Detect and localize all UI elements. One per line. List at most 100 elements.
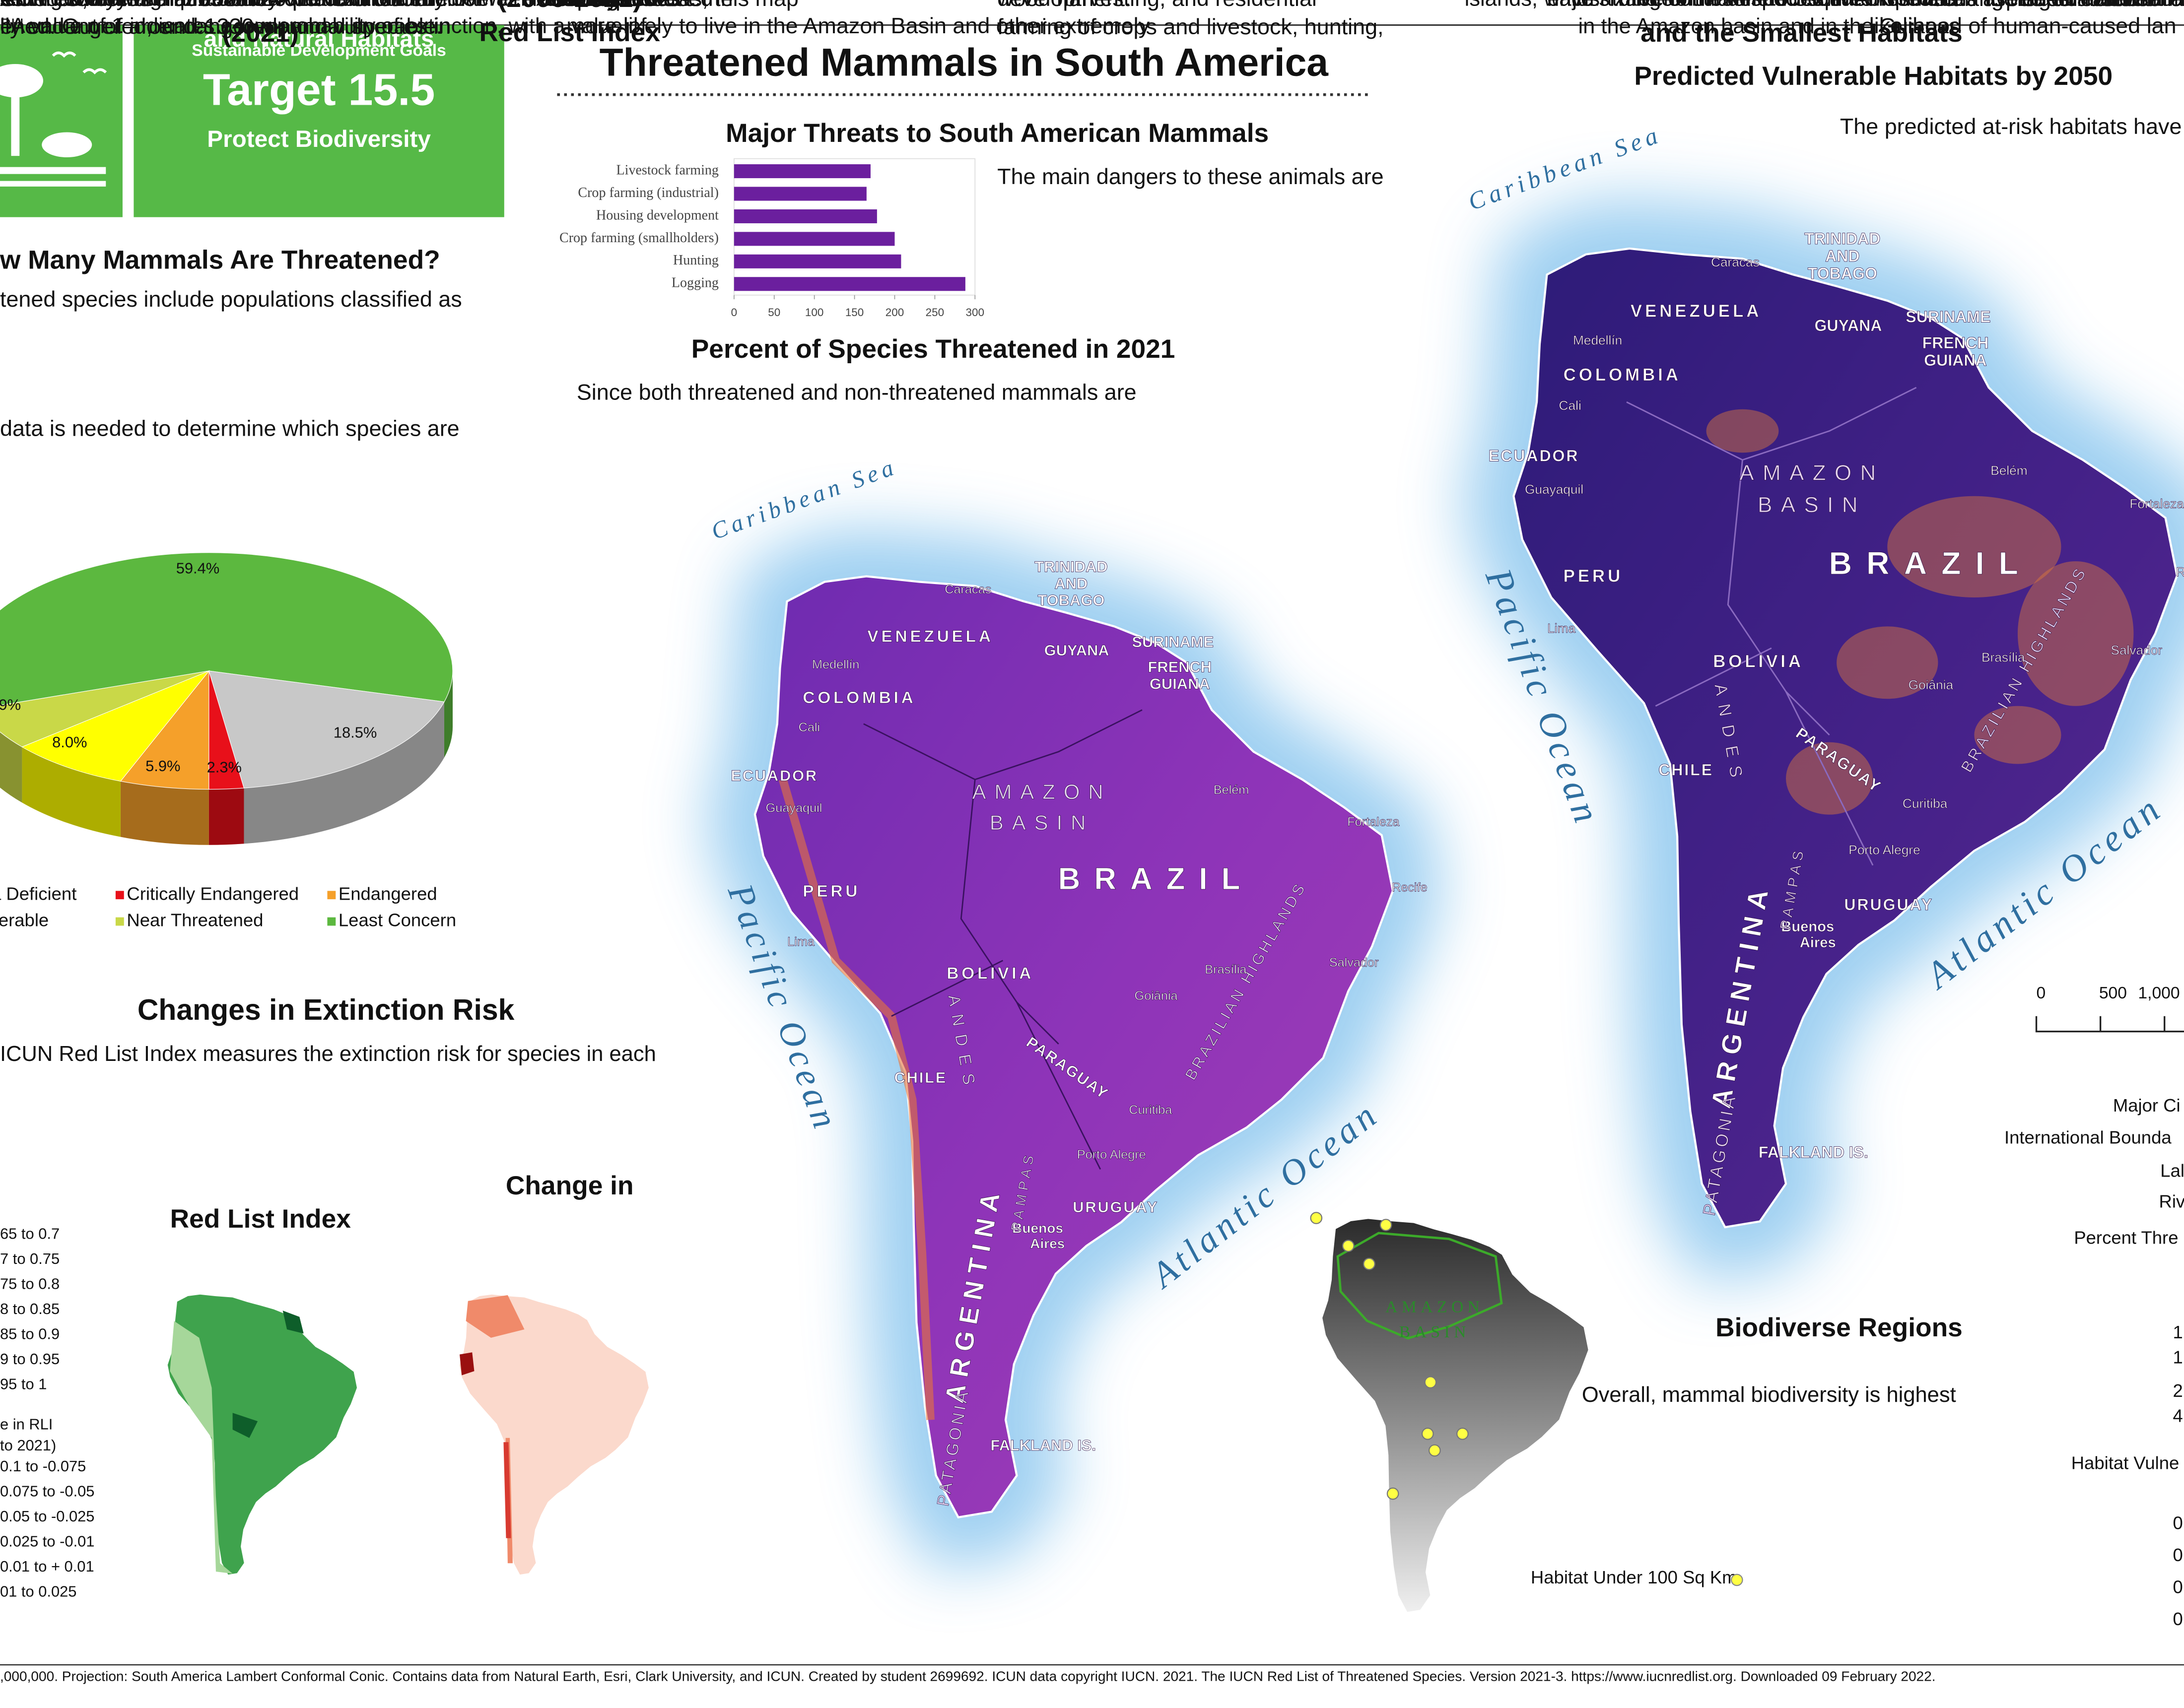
- changes-text: icating a very high probability of extin…: [0, 0, 655, 10]
- map-label: Belém: [1990, 463, 2027, 478]
- rli-legend-item: 0.05 to -0.025: [0, 1508, 94, 1525]
- legend-label: Near Threatened: [127, 910, 263, 930]
- legend-label: Vulnerable: [0, 910, 49, 930]
- legend-dot: [1730, 1574, 1743, 1586]
- map-label: GUIANA: [1150, 675, 1210, 692]
- borders: [1626, 387, 1917, 866]
- map-label: Fortaleza: [2129, 496, 2184, 511]
- small-habitat: [1379, 1219, 1392, 1231]
- x-tick-label: 50: [768, 306, 780, 319]
- map-label: Porto Alegre: [1848, 842, 1920, 857]
- map-label: Recife: [1392, 880, 1428, 894]
- amazon-label: BASIN: [1399, 1323, 1470, 1341]
- x-tick-label: 100: [805, 306, 823, 319]
- small-habitat: [1456, 1428, 1469, 1440]
- map-label: Caracas: [1711, 255, 1760, 269]
- percent-map-title: Percent of Species Threatened in 2021: [691, 334, 1175, 364]
- map-label: AMAZON: [972, 780, 1111, 803]
- how-many-text: tened species include populations classi…: [0, 286, 462, 312]
- map-label: VENEZUELA: [1631, 302, 1762, 321]
- map-label: Guayaquil: [766, 801, 822, 815]
- amazon-outline: [1336, 1232, 1503, 1340]
- rli-legend-item: 65 to 0.7: [0, 1225, 60, 1242]
- continent: [457, 1292, 651, 1577]
- y-tick-label: Logging: [672, 275, 719, 291]
- percent-map-text: ratio of threatened: [532, 0, 713, 11]
- pie-side: [120, 781, 209, 845]
- percent-map-text: to non-threat-: [556, 0, 689, 11]
- scale-label: 500: [2099, 984, 2127, 1002]
- legend-label: Data Deficient: [0, 883, 76, 904]
- map-label: URUGUAY: [1073, 1198, 1159, 1216]
- how-many-text: America, between 215 and 461 are threate…: [0, 0, 466, 11]
- pie-side-shade: [22, 747, 121, 837]
- map-label: BRAZIL: [1058, 862, 1254, 896]
- scale-label: 1,000: [2138, 984, 2180, 1002]
- changes-heading: Changes in Extinction Risk: [137, 994, 515, 1026]
- rli-legend-item: 01 to 0.025: [0, 1582, 76, 1600]
- biodiverse-text: just to its north. Nine threatened speci…: [1571, 0, 1957, 10]
- andes-band: [778, 778, 935, 1420]
- percent-map-text: ened species: [548, 0, 680, 11]
- biodiverse-text: each. Three of these species live on sma…: [1547, 0, 1949, 10]
- map-label: FALKLAND IS.: [1759, 1143, 1868, 1161]
- bar: [734, 164, 871, 179]
- map-label: Fortaleza: [1347, 815, 1400, 829]
- map-label: Goiânia: [1135, 989, 1178, 1003]
- pie-side: [244, 702, 444, 844]
- change-map-title: Change in: [506, 1171, 634, 1200]
- pie-slice: [21, 670, 210, 782]
- x-tick-label: 0: [731, 306, 737, 319]
- map-label: FRENCH: [1148, 658, 1212, 676]
- how-many-text: es worldwide are threatened with extinct…: [0, 0, 432, 11]
- map-label: SURINAME: [1906, 308, 1990, 326]
- threats-text: The main dangers to these animals are: [997, 164, 1383, 189]
- vulnerable-map-text: vation: [2092, 0, 2152, 11]
- map-label: ECUADOR: [1489, 447, 1579, 464]
- map-label: Curitiba: [1903, 796, 1948, 811]
- map-label: CHILE: [894, 1069, 948, 1086]
- chart-title: Major Threats to South American Mammals: [726, 119, 1269, 148]
- map-label: Goiânia: [1909, 677, 1954, 692]
- changes-text: sed in every mainland South American cou…: [0, 0, 688, 10]
- rli-map-title: (2021): [222, 18, 299, 48]
- how-many-text: ened. Out of around 1330 mammal species …: [0, 13, 451, 39]
- map-legend-item: Major Ci: [2113, 1095, 2181, 1116]
- map-label: Cali: [1559, 398, 1581, 413]
- map-label: FRENCH: [1922, 334, 1989, 352]
- y-tick-label: Crop farming (industrial): [578, 185, 719, 200]
- biodiverse-title: Biodiverse Regions: [1715, 1313, 1963, 1342]
- pie-value-label: 8.0%: [52, 733, 87, 751]
- small-habitat: [1421, 1428, 1434, 1440]
- pie-side-shade: [444, 671, 453, 758]
- rli-legend-item: 8 to 0.85: [0, 1300, 60, 1317]
- sdg-line: and Natural Habitats: [204, 26, 434, 52]
- small-habitat: [1363, 1257, 1375, 1270]
- changes-text: . A value of 1 indicates a low probabili…: [0, 14, 647, 38]
- x-tick-label: 200: [886, 306, 904, 319]
- sdg-heading: Sustainable Development Goals: [192, 42, 446, 60]
- map-label: GUYANA: [1044, 642, 1109, 659]
- rli-legend-item: 0.025 to -0.01: [0, 1532, 94, 1550]
- habitat-hotspot: [1887, 496, 2061, 597]
- pie-slice: [208, 670, 445, 788]
- map-legend-item: 0: [2173, 1609, 2183, 1629]
- map-label: FALKLAND IS.: [990, 1437, 1096, 1454]
- pie-value-label: 59.4%: [176, 559, 220, 577]
- map-legend-item: International Bounda: [2004, 1127, 2172, 1147]
- rli-light: [170, 1321, 233, 1574]
- map-label: BRAZIL: [1829, 545, 2033, 581]
- bird: [52, 51, 76, 58]
- rli-dark: [232, 1311, 304, 1438]
- pie-value-label: 5.9%: [145, 757, 180, 775]
- map-legend-item: 0: [2173, 1512, 2183, 1533]
- map-legend-item: 2: [2173, 1380, 2183, 1401]
- pie-value-label: 18.5%: [334, 724, 377, 741]
- map-label: Cali: [799, 721, 820, 734]
- map-legend-item: 0: [2173, 1577, 2183, 1597]
- bar: [734, 187, 867, 201]
- map-label: Aires: [1030, 1236, 1065, 1251]
- pie-value-label: 2.3%: [207, 759, 242, 776]
- map-label: Porto Alegre: [1077, 1148, 1146, 1162]
- habitat-hotspot: [2017, 561, 2134, 706]
